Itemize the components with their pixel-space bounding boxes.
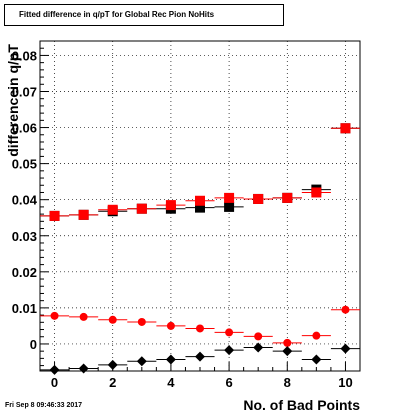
y-tick-label: 0.04 — [12, 193, 38, 208]
data-point-square — [311, 187, 322, 198]
x-tick-label: 0 — [51, 375, 58, 390]
data-point-circle — [312, 331, 321, 340]
x-axis-label: No. of Bad Points — [243, 397, 360, 413]
data-point-diamond — [253, 342, 264, 353]
x-tick-label: 2 — [109, 375, 116, 390]
timestamp-footer: Fri Sep 8 09:46:33 2017 — [5, 402, 83, 409]
data-point-diamond — [49, 364, 60, 375]
data-point-square — [224, 192, 235, 203]
data-point-square — [253, 193, 264, 204]
data-point-diamond — [136, 356, 147, 367]
data-point-diamond — [165, 354, 176, 365]
y-tick-label: 0.06 — [12, 121, 37, 136]
data-point-diamond — [107, 359, 118, 370]
chart-title: Fitted difference in q/pT for Global Rec… — [4, 4, 284, 26]
data-point-circle — [341, 305, 350, 314]
data-point-diamond — [224, 345, 235, 356]
data-point-square — [282, 192, 293, 203]
data-point-square — [107, 204, 118, 215]
y-tick-label: 0.01 — [12, 301, 37, 316]
x-tick-label: 8 — [284, 375, 291, 390]
y-tick-label: 0.07 — [12, 84, 37, 99]
axis-ticks: 0 2 4 6 8 10 0 0.01 0.02 0.03 0.04 0.05 0.06 0.07 0.08 — [12, 40, 361, 390]
data-point-diamond — [282, 346, 293, 357]
data-point-circle — [137, 317, 146, 326]
data-point-square — [49, 210, 60, 221]
y-tick-label: 0.02 — [12, 265, 37, 280]
x-tick-label: 6 — [225, 375, 232, 390]
data-point-square — [224, 201, 235, 212]
y-axis-label: differencein q/pT — [5, 44, 21, 157]
data-point-circle — [166, 321, 175, 330]
data-point-square — [136, 203, 147, 214]
data-point-circle — [196, 324, 204, 333]
data-point-circle — [108, 315, 117, 324]
data-point-diamond — [78, 363, 89, 374]
data-point-square — [78, 209, 89, 220]
y-tick-label: 0 — [30, 337, 37, 352]
data-point-circle — [50, 311, 59, 320]
data-point-square — [340, 123, 351, 134]
data-series — [40, 123, 360, 375]
y-tick-label: 0.05 — [12, 157, 37, 172]
data-point-diamond — [311, 354, 322, 365]
data-point-circle — [79, 312, 88, 321]
data-point-circle — [283, 338, 292, 347]
data-point-square — [195, 195, 205, 206]
data-point-diamond — [195, 351, 205, 362]
data-point-square — [165, 200, 176, 211]
data-point-diamond — [340, 343, 351, 354]
data-point-square — [195, 202, 205, 213]
x-tick-label: 10 — [338, 375, 352, 390]
y-tick-label: 0.03 — [12, 229, 37, 244]
x-tick-label: 4 — [167, 375, 175, 390]
data-point-circle — [254, 332, 263, 341]
data-point-circle — [225, 328, 234, 337]
y-tick-label: 0.08 — [12, 48, 37, 63]
